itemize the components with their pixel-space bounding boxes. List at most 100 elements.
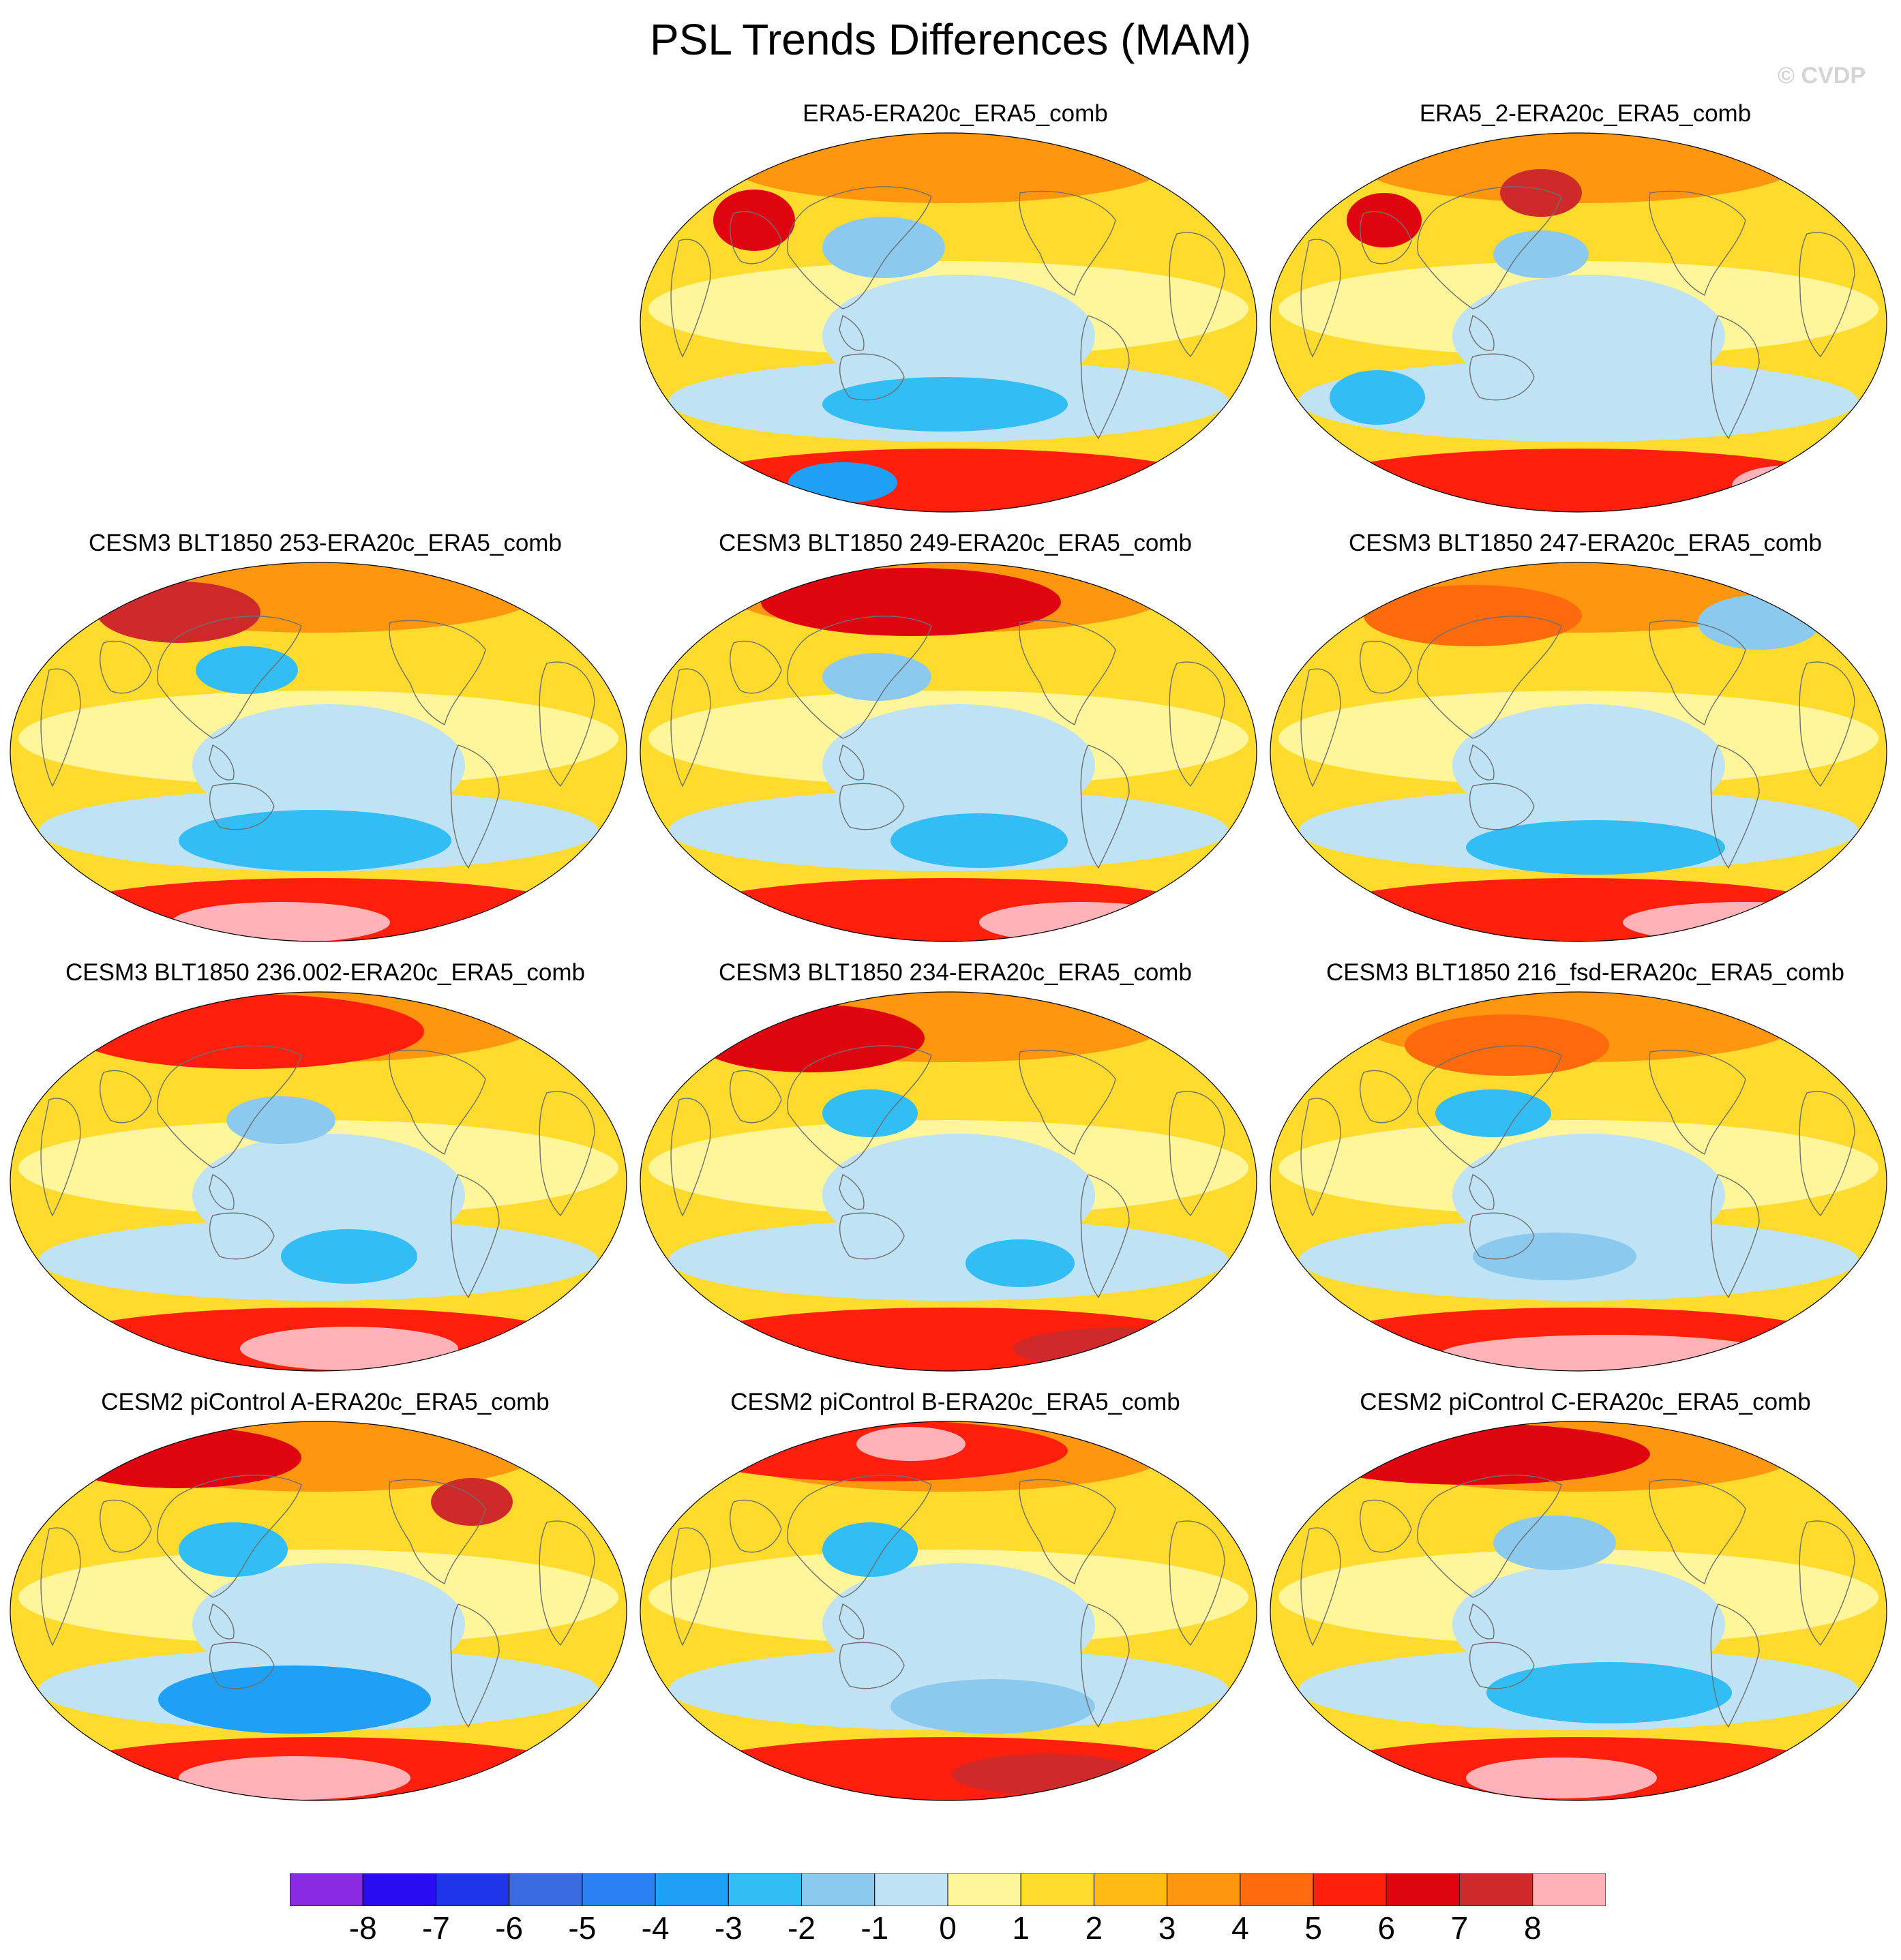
pacific-neg	[822, 275, 1095, 397]
coastline	[1469, 1603, 1495, 1640]
coastline	[40, 668, 81, 787]
coastline	[1300, 239, 1341, 358]
coastline	[787, 1475, 932, 1598]
pacific-neg	[822, 1563, 1095, 1686]
map-panel: CESM3 BLT1850 236.002-ERA20c_ERA5_comb	[8, 958, 642, 1381]
coastline	[157, 616, 302, 739]
southern-ocean	[1299, 360, 1858, 442]
coastline	[100, 1499, 152, 1553]
coastline	[839, 744, 865, 781]
coastline	[1169, 661, 1225, 787]
ant-high	[952, 1754, 1143, 1795]
coastline	[100, 640, 152, 694]
robinson-map	[1270, 1421, 1887, 1801]
coastline	[1080, 1174, 1130, 1299]
coastline	[730, 211, 782, 265]
coastline	[1080, 744, 1130, 869]
colorbar-box	[655, 1873, 729, 1906]
map-border	[640, 991, 1257, 1372]
na-high	[431, 1478, 513, 1526]
colorbar-box	[1240, 1873, 1314, 1906]
ant-high	[179, 1756, 410, 1800]
panel-title: CESM3 BLT1850 236.002-ERA20c_ERA5_comb	[65, 959, 585, 986]
colorbar-tick-label: 6	[1377, 1910, 1396, 1946]
colorbar-tick-label: 0	[939, 1910, 957, 1946]
coastline	[1169, 1091, 1225, 1217]
so-low	[890, 1679, 1095, 1734]
ant-high	[172, 902, 390, 941]
coastline	[450, 744, 500, 869]
ant-high	[1732, 466, 1841, 507]
pole-high	[856, 1427, 966, 1461]
coastline	[100, 1070, 152, 1124]
colorbar-box	[801, 1873, 875, 1906]
pacific-neg	[1452, 275, 1725, 397]
colorbar-tick-label: -4	[641, 1910, 670, 1946]
pacific-neg	[1452, 1563, 1725, 1686]
robinson-map	[10, 562, 627, 942]
colorbar-box	[1386, 1873, 1461, 1906]
map-border	[640, 562, 1257, 942]
map-panel: CESM3 BLT1850 216_fsd-ERA20c_ERA5_comb	[1268, 958, 1901, 1381]
ant-high	[1013, 1328, 1218, 1369]
map-border	[1270, 562, 1887, 942]
so-low	[822, 377, 1068, 432]
coastline	[1360, 1070, 1412, 1124]
panel-title: CESM3 BLT1850 253-ERA20c_ERA5_comb	[89, 530, 562, 556]
robinson-map	[640, 132, 1257, 513]
coastline	[1649, 190, 1746, 297]
colorbar-tick-label: -1	[860, 1910, 889, 1946]
panel-title: CESM3 BLT1850 234-ERA20c_ERA5_comb	[719, 959, 1192, 986]
colorbar-tick-label: 2	[1085, 1910, 1103, 1946]
coastline	[209, 1642, 275, 1689]
asia-high	[1347, 193, 1422, 247]
map-panel: CESM3 BLT1850 253-ERA20c_ERA5_comb	[8, 528, 642, 951]
so-low	[890, 813, 1068, 868]
coastline	[1019, 190, 1116, 297]
coastline	[157, 1475, 302, 1598]
coastline	[670, 668, 711, 787]
coastline	[670, 239, 711, 358]
pacific-neg	[192, 1134, 465, 1256]
colorbar-tick-label: -7	[421, 1910, 450, 1946]
colorbar-box	[1020, 1873, 1094, 1906]
so-low	[179, 810, 451, 871]
colorbar-tick-label: -5	[568, 1910, 597, 1946]
colorbar-tick-label: 4	[1231, 1910, 1249, 1946]
pacific-neg	[822, 1134, 1095, 1256]
coastline	[1080, 315, 1130, 440]
ant-low	[788, 462, 897, 503]
coastline	[1649, 1479, 1746, 1585]
map-panel: ERA5-ERA20c_ERA5_comb	[638, 99, 1272, 522]
map-panel: CESM3 BLT1850 247-ERA20c_ERA5_comb	[1268, 528, 1901, 951]
colorbar-tick-label: -3	[714, 1910, 743, 1946]
colorbar-tick-label: 7	[1450, 1910, 1469, 1946]
pacific-neg	[1452, 1134, 1725, 1256]
coastline	[539, 1091, 595, 1217]
colorbar-box	[728, 1873, 803, 1906]
colorbar-box	[1532, 1873, 1606, 1906]
colorbar-box	[362, 1873, 436, 1906]
robinson-map	[1270, 562, 1887, 942]
ant-high	[1623, 902, 1868, 941]
arctic-high	[1364, 585, 1582, 646]
pac-low	[1493, 230, 1589, 278]
coastline	[1469, 783, 1535, 830]
colorbar	[290, 1873, 1606, 1906]
coastline	[839, 1603, 865, 1640]
coastline	[787, 186, 932, 310]
coastline	[389, 1479, 486, 1585]
coastline	[389, 620, 486, 726]
coastline	[1710, 744, 1760, 869]
coastline	[670, 1098, 711, 1217]
colorbar-tick-label: 8	[1523, 1910, 1542, 1946]
robinson-map	[10, 991, 627, 1372]
coastline	[1469, 744, 1495, 781]
map-border	[1270, 991, 1887, 1372]
pac-low	[179, 1522, 288, 1577]
coastline	[787, 616, 932, 739]
pac-low	[226, 1096, 335, 1144]
coastline	[1649, 1049, 1746, 1156]
arctic-high	[70, 994, 424, 1069]
map-panel: CESM2 piControl C-ERA20c_ERA5_comb	[1268, 1387, 1901, 1810]
